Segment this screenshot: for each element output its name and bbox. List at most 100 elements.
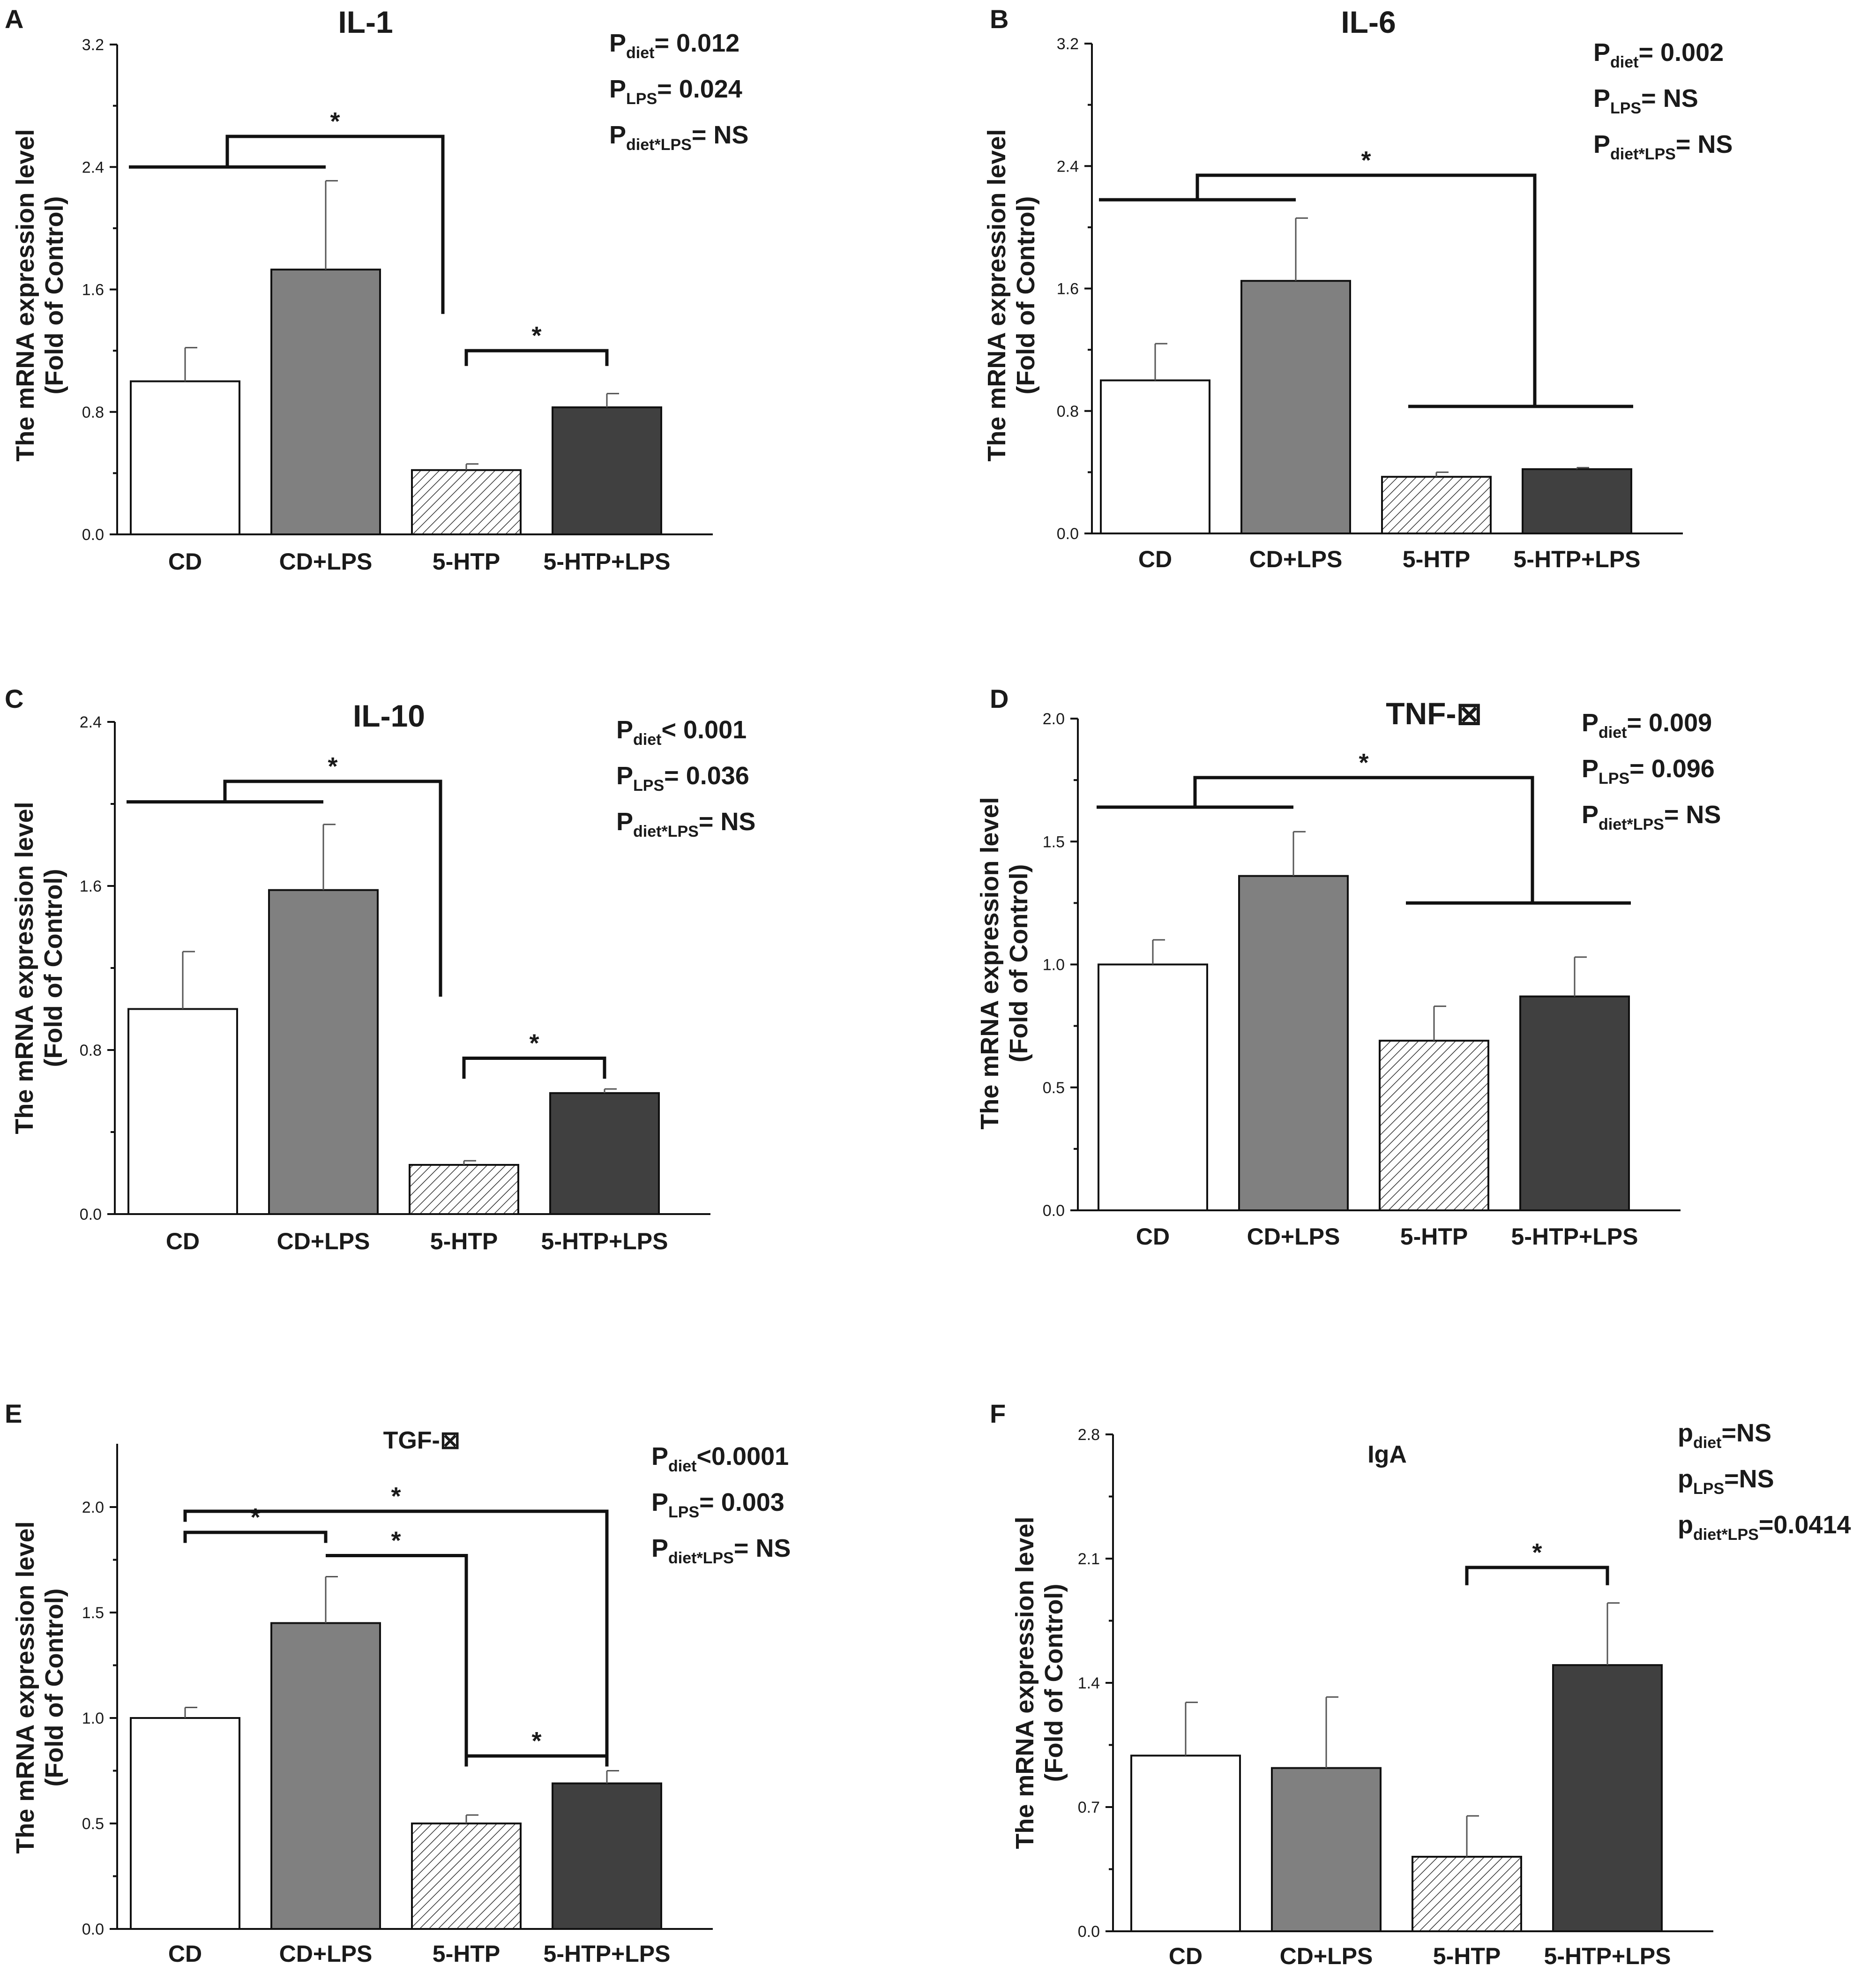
y-axis-label: The mRNA expression level (Fold of Contro…: [983, 129, 1040, 461]
p-value-stat: Pdiet<0.0001: [651, 1442, 789, 1475]
y-axis-label: The mRNA expression level (Fold of Contro…: [10, 802, 67, 1134]
y-tick-label: 0.8: [1057, 403, 1079, 420]
y-axis-label: The mRNA expression level (Fold of Contro…: [976, 797, 1033, 1129]
panel-letter: E: [5, 1399, 22, 1428]
p-value-stat: pdiet=NS: [1678, 1419, 1771, 1452]
chart-title: TNF-⊠: [1386, 696, 1482, 731]
y-axis-label-line: The mRNA expression level: [11, 1521, 39, 1853]
y-axis-label-line: (Fold of Control): [39, 869, 67, 1067]
panel-letter: A: [5, 4, 23, 34]
bar-cd: [1098, 963, 1208, 1211]
bar-cd-lps: [1271, 1767, 1382, 1933]
y-tick-label: 2.4: [1057, 158, 1079, 175]
significance-bracket: [462, 1057, 606, 1079]
bar-5-htp: [411, 469, 522, 535]
bar-cd: [127, 1008, 238, 1215]
x-tick-label: CD: [168, 1941, 202, 1967]
panel-d: D TNF-⊠ 0.0 0.5 1.0 1.5 2.0 The mRNA expression…: [976, 684, 1721, 1250]
panel-c: C IL-10 0.0 0.8 1.6 2.4 The mRNA expression le…: [5, 684, 755, 1254]
x-tick-label: CD: [166, 1228, 200, 1254]
y-tick-label: 3.2: [82, 36, 104, 54]
bar-5-htp-lps: [549, 1092, 660, 1215]
x-tick-label: 5-HTP: [1403, 546, 1470, 572]
y-tick-label: 1.6: [1057, 280, 1079, 298]
y-axis-label-line: The mRNA expression level: [983, 129, 1011, 461]
significance-star: *: [391, 1527, 401, 1555]
significance-bracket: [464, 1754, 609, 1767]
y-tick-label: 1.5: [82, 1604, 104, 1622]
x-tick-label: CD+LPS: [1249, 546, 1343, 572]
x-tick-label: 5-HTP: [1400, 1223, 1468, 1250]
y-tick-label: 2.0: [1043, 710, 1065, 728]
x-tick-label: CD: [168, 548, 202, 575]
bar-cd-lps: [1240, 280, 1351, 534]
bar-5-htp: [409, 1164, 519, 1215]
bar-cd: [130, 380, 240, 535]
y-axis-label: The mRNA expression level (Fold of Contro…: [1011, 1516, 1068, 1849]
y-tick-label: 0.0: [1043, 1202, 1065, 1220]
p-value-stat: PLPS= 0.036: [616, 762, 749, 795]
p-value-stat: Pdiet*LPS= NS: [1593, 130, 1733, 163]
panel-a: A IL-1 0.0 0.8 1.6 2.4 3.2 The mRNA expression …: [5, 4, 748, 575]
significance-star: *: [529, 1029, 539, 1058]
y-axis-label-line: (Fold of Control): [1012, 196, 1040, 395]
significance-star: *: [1359, 749, 1368, 777]
bar-5-htp-lps: [552, 406, 662, 535]
x-tick-label: 5-HTP: [430, 1228, 498, 1254]
bar-5-htp-lps: [1519, 995, 1630, 1212]
significance-bracket: [1195, 173, 1537, 406]
significance-star: *: [1361, 146, 1371, 174]
p-value-stat: Pdiet< 0.001: [616, 716, 747, 749]
x-tick-label: CD: [1138, 546, 1172, 572]
significance-bracket: [225, 135, 445, 314]
significance-bracket: [326, 1554, 468, 1764]
p-value-stat: Pdiet= 0.012: [609, 29, 740, 62]
chart-title: TGF-⊠: [383, 1427, 461, 1454]
p-value-stat: PLPS= 0.003: [651, 1488, 784, 1521]
chart-title: IgA: [1367, 1441, 1407, 1468]
significance-bracket: [464, 349, 609, 366]
y-tick-label: 0.0: [1057, 525, 1079, 543]
bar-cd-lps: [270, 269, 381, 535]
y-axis-label-line: The mRNA expression level: [10, 802, 38, 1134]
x-tick-label: 5-HTP+LPS: [1544, 1943, 1671, 1969]
x-tick-label: CD: [1169, 1943, 1203, 1969]
y-axis-label-line: The mRNA expression level: [1011, 1516, 1039, 1849]
bar-cd-lps: [1238, 875, 1349, 1212]
bar-5-htp: [1379, 1040, 1489, 1211]
panel-f: F IgA 0.0 0.7 1.4 2.1 2.8 The mRNA expression l…: [990, 1399, 1851, 1969]
x-tick-label: 5-HTP+LPS: [1511, 1223, 1638, 1250]
bar-cd: [130, 1717, 240, 1930]
x-tick-label: CD+LPS: [279, 548, 373, 575]
y-axis-label-line: (Fold of Control): [40, 196, 68, 395]
panel-e: E TGF-⊠ 0.0 0.5 1.0 1.5 2.0 The mRNA expression…: [5, 1399, 791, 1967]
y-tick-label: 0.8: [80, 1042, 102, 1059]
x-tick-label: CD+LPS: [279, 1941, 373, 1967]
chart-title: IL-6: [1341, 5, 1396, 39]
y-axis-label-line: (Fold of Control): [40, 1589, 68, 1787]
y-tick-label: 2.4: [80, 713, 102, 731]
y-tick-label: 0.0: [1078, 1923, 1100, 1941]
y-tick-label: 0.5: [82, 1815, 104, 1833]
x-tick-label: CD+LPS: [1247, 1223, 1340, 1250]
bar-5-htp: [1412, 1856, 1522, 1932]
p-value-stat: PLPS= NS: [1593, 84, 1698, 117]
p-value-stat: pdiet*LPS=0.0414: [1678, 1511, 1851, 1544]
significance-bracket: [1465, 1566, 1609, 1585]
bar-5-htp: [1381, 476, 1492, 534]
significance-bracket: [183, 1530, 328, 1543]
panel-b: B IL-6 0.0 0.8 1.6 2.4 3.2 The mRNA expression …: [983, 4, 1733, 572]
significance-star: *: [531, 1727, 541, 1755]
chart-title: IL-10: [353, 698, 425, 733]
p-value-stat: pLPS=NS: [1678, 1465, 1774, 1498]
y-tick-label: 0.5: [1043, 1079, 1065, 1097]
x-tick-label: 5-HTP+LPS: [1514, 546, 1641, 572]
panel-letter: F: [990, 1399, 1006, 1428]
y-tick-label: 1.5: [1043, 833, 1065, 851]
y-tick-label: 1.0: [1043, 956, 1065, 974]
panel-letter: C: [5, 684, 23, 713]
bar-5-htp-lps: [1522, 468, 1632, 534]
x-tick-label: CD+LPS: [277, 1228, 370, 1254]
